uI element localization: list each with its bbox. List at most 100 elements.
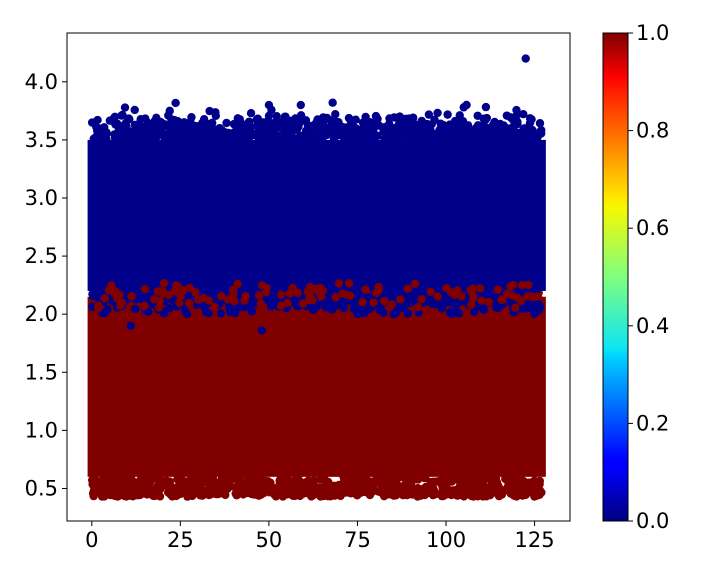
data-point xyxy=(447,477,457,486)
data-point xyxy=(165,303,174,313)
data-point xyxy=(323,482,332,491)
data-point xyxy=(305,291,315,300)
data-point xyxy=(436,119,445,128)
data-point xyxy=(175,478,184,487)
data-point xyxy=(210,481,219,490)
data-point xyxy=(162,476,171,485)
data-point xyxy=(484,131,493,141)
data-point xyxy=(389,309,398,319)
data-point xyxy=(315,124,325,134)
data-point xyxy=(307,122,316,131)
data-point xyxy=(451,486,460,495)
x-tick-label: 50 xyxy=(256,528,283,552)
data-point xyxy=(225,307,235,317)
data-point xyxy=(461,475,470,484)
data-point xyxy=(166,134,175,143)
x-tick-label: 100 xyxy=(426,528,466,552)
data-point xyxy=(403,309,413,318)
data-point xyxy=(402,295,411,304)
data-point xyxy=(506,113,515,122)
data-point xyxy=(332,127,342,137)
data-point xyxy=(223,295,233,304)
data-point xyxy=(443,110,452,119)
data-point xyxy=(416,473,426,482)
data-point xyxy=(526,303,535,312)
data-point xyxy=(339,487,348,497)
data-point xyxy=(517,281,527,290)
data-point xyxy=(334,279,344,288)
data-point xyxy=(217,483,226,493)
data-point xyxy=(536,129,546,138)
data-point xyxy=(221,128,230,137)
data-point xyxy=(295,479,305,489)
data-point xyxy=(410,279,420,289)
data-point xyxy=(309,476,319,485)
data-point xyxy=(240,484,250,493)
data-point xyxy=(448,134,457,143)
data-point xyxy=(369,298,378,307)
data-point xyxy=(217,292,226,301)
data-point xyxy=(417,135,427,144)
data-point xyxy=(396,295,405,304)
data-point xyxy=(277,130,286,140)
x-tick-label: 125 xyxy=(515,528,555,552)
data-point xyxy=(387,300,396,309)
data-point xyxy=(339,303,349,313)
x-axis: 0 25 50 75 100 125 xyxy=(85,521,555,552)
data-point xyxy=(358,481,367,491)
data-point xyxy=(430,130,439,139)
data-point xyxy=(417,116,426,126)
data-point xyxy=(446,287,456,297)
data-point xyxy=(371,111,381,121)
colorbar-tick-label: 0.0 xyxy=(636,509,669,533)
data-point xyxy=(94,131,103,140)
y-axis: 0.5 1.0 1.5 2.0 2.5 3.0 3.5 4.0 xyxy=(25,70,67,500)
data-point xyxy=(110,473,119,482)
data-point xyxy=(277,290,286,299)
data-point xyxy=(317,474,326,483)
data-point xyxy=(221,490,230,500)
data-point xyxy=(304,129,313,139)
data-point xyxy=(191,288,200,297)
data-point xyxy=(248,489,258,498)
data-point xyxy=(309,284,319,293)
data-point xyxy=(477,296,486,305)
data-point xyxy=(212,489,221,499)
plot-frame xyxy=(66,32,571,522)
data-point xyxy=(172,118,181,128)
data-point xyxy=(484,473,494,482)
data-point xyxy=(269,131,279,141)
data-point xyxy=(199,114,209,124)
data-point xyxy=(344,279,354,288)
data-point xyxy=(171,98,180,108)
data-point xyxy=(156,126,166,135)
data-point xyxy=(307,487,316,496)
data-point xyxy=(345,121,355,130)
data-point xyxy=(403,284,412,293)
data-point xyxy=(317,135,326,144)
data-point xyxy=(115,290,124,299)
outlier-point xyxy=(282,490,291,499)
data-point xyxy=(331,110,340,119)
data-point xyxy=(344,113,354,123)
data-point xyxy=(131,304,140,314)
data-point xyxy=(285,289,294,298)
data-point xyxy=(498,125,507,135)
data-point xyxy=(440,481,449,491)
data-point xyxy=(149,295,159,304)
data-point xyxy=(105,480,114,489)
data-point xyxy=(475,284,485,293)
outlier-point xyxy=(126,321,135,330)
data-point xyxy=(141,114,150,123)
data-point xyxy=(169,491,179,500)
colorbar-tick-label: 0.2 xyxy=(636,411,669,435)
data-point xyxy=(107,281,116,290)
colorbar-tick-label: 0.4 xyxy=(636,314,669,338)
data-point xyxy=(490,117,499,127)
data-point xyxy=(137,131,147,141)
y-tick-label: 2.5 xyxy=(25,244,58,268)
data-point xyxy=(386,481,396,490)
data-point xyxy=(474,487,483,497)
data-point xyxy=(232,491,241,500)
